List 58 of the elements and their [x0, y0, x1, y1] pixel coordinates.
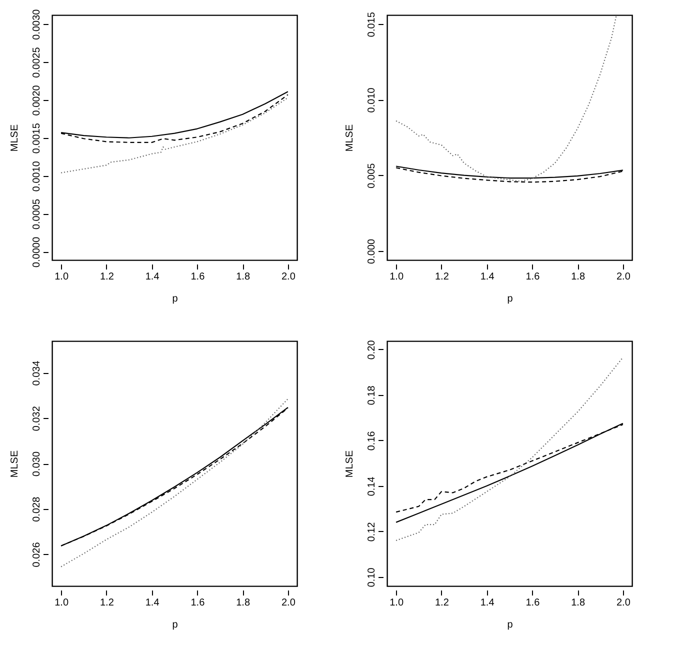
x-tick-label: 1.8 [571, 272, 586, 282]
x-tick-label: 1.0 [390, 272, 404, 282]
x-tick-label: 1.0 [54, 272, 69, 282]
x-tick-label: 1.4 [480, 272, 495, 282]
x-tick-label: 1.8 [236, 598, 250, 608]
x-axis-title: p [507, 294, 514, 304]
line-series [396, 356, 624, 542]
y-axis-title: MLSE [344, 450, 356, 478]
y-tick-label: 0.0010 [32, 160, 42, 192]
x-tick-label: 1.6 [526, 598, 540, 608]
x-axis-title: p [507, 620, 514, 630]
line-series [396, 16, 617, 182]
y-tick-label: 0.0005 [32, 198, 42, 230]
x-tick-label: 1.4 [480, 598, 495, 608]
x-tick-label: 1.2 [100, 598, 114, 608]
x-tick-label: 1.4 [145, 272, 160, 282]
x-axis-title: p [172, 294, 178, 304]
y-tick-label: 0.0000 [32, 236, 42, 268]
x-tick-label: 2.0 [281, 272, 296, 282]
x-tick-label: 1.6 [526, 272, 540, 282]
y-tick-label: 0.028 [32, 496, 42, 522]
y-tick-label: 0.18 [366, 385, 378, 406]
x-tick-label: 1.0 [390, 598, 404, 608]
x-tick-label: 1.2 [434, 272, 450, 282]
y-tick-label: 0.005 [366, 162, 378, 188]
y-tick-label: 0.20 [366, 340, 378, 360]
x-tick-label: 1.2 [100, 272, 114, 282]
x-tick-label: 2.0 [616, 598, 631, 608]
y-tick-label: 0.000 [366, 238, 378, 264]
y-tick-label: 0.10 [366, 567, 378, 588]
y-tick-label: 0.14 [366, 476, 378, 496]
y-tick-label: 0.0025 [32, 46, 42, 78]
y-tick-label: 0.010 [366, 87, 378, 113]
x-tick-label: 1.4 [145, 598, 160, 608]
x-tick-label: 1.6 [190, 598, 206, 608]
y-axis-title: MLSE [344, 124, 356, 152]
line-series [60, 97, 288, 174]
x-tick-label: 1.2 [434, 598, 450, 608]
y-tick-label: 0.015 [366, 12, 378, 38]
x-tick-label: 2.0 [281, 598, 296, 608]
y-tick-label: 0.0015 [32, 122, 42, 154]
line-series [60, 398, 288, 568]
y-tick-label: 0.0020 [32, 84, 42, 116]
y-tick-label: 0.0030 [32, 8, 42, 40]
y-axis-title: MLSE [10, 450, 20, 478]
y-tick-label: 0.12 [366, 522, 378, 542]
x-tick-label: 1.6 [190, 272, 206, 282]
x-tick-label: 1.8 [236, 272, 250, 282]
y-tick-label: 0.16 [366, 430, 378, 451]
y-tick-label: 0.034 [32, 360, 42, 386]
x-tick-label: 1.0 [54, 598, 69, 608]
y-tick-label: 0.032 [32, 406, 42, 432]
x-tick-label: 1.8 [571, 598, 586, 608]
y-tick-label: 0.026 [32, 542, 42, 568]
x-axis-title: p [172, 620, 178, 630]
y-tick-label: 0.030 [32, 451, 42, 477]
x-tick-label: 2.0 [616, 272, 631, 282]
y-axis-title: MLSE [10, 124, 20, 152]
